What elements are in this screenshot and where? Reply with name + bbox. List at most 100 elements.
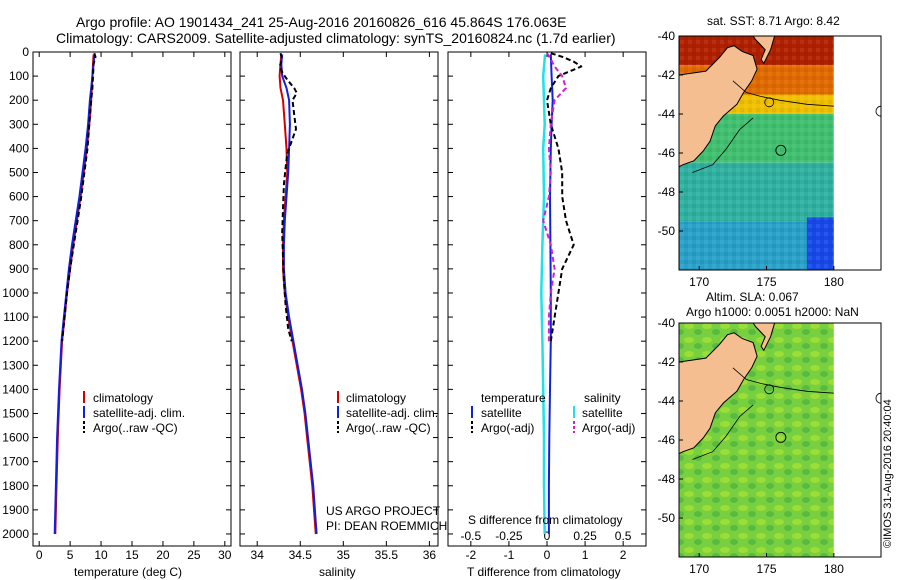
temperature-legend: climatology satellite-adj. clim. Argo(..… [83,391,185,435]
y-tick-label: 1100 [3,310,29,324]
feature-circle [764,97,775,108]
x-tick-label: 2 [620,548,627,562]
difference-panel: -2 -1 0 1 2 -0.5 -0.25 0 0.25 0.5 S difference fr… [447,51,647,579]
north-island-landmass [752,323,776,352]
legend-heading-temperature: temperature [481,391,546,405]
top-x-tick-label: -0.25 [495,529,523,543]
series-line-s-satellite [540,54,547,535]
series-line-t-argo [546,52,583,342]
map-x-tick-label: 175 [757,275,777,289]
north-island-landmass [752,36,776,65]
y-tick-label: 500 [9,165,29,179]
figure-title-line1: Argo profile: AO 1901434_241 25-Aug-2016… [76,14,566,30]
y-tick-label: 1800 [2,479,29,493]
y-tick-label: 1900 [2,503,29,517]
map-y-tick-label: -42 [658,355,676,369]
feature-circle [764,384,775,395]
map-y-tick-label: -46 [658,433,676,447]
map-x-tick-label: 180 [824,275,844,289]
map-x-tick-label: 175 [757,562,777,576]
map-y-tick-label: -40 [658,29,676,43]
salinity-plot-frame [239,51,439,547]
bathymetry-contour [692,117,754,173]
new-zealand-landmass [679,332,758,455]
sla-map-title-line1: Altim. SLA: 0.067 [706,290,799,304]
map-x-tick-label: 180 [824,562,844,576]
x-tick-label: 10 [94,548,108,562]
no-data-region [833,323,881,557]
bathymetry-contour [692,404,754,460]
series-line-argo [61,52,97,342]
y-tick-label: 1700 [2,455,29,469]
map-y-tick-label: -48 [658,185,676,199]
project-annotation: US ARGO PROJECT [326,504,441,518]
top-x-tick-label: 0.25 [573,529,597,543]
salinity-panel: 34 34.5 35 35.5 36 salinity climatology sate… [239,51,447,579]
legend-label-s-satellite: satellite [582,406,623,420]
y-tick-label: 1000 [2,286,29,300]
sst-map-title: sat. SST: 8.71 Argo: 8.42 [707,14,840,28]
series-line-s-argo [542,52,567,342]
temperature-plot-frame [32,51,232,547]
y-tick-label: 100 [9,69,29,83]
map-y-tick-label: -46 [658,146,676,160]
x-tick-label: 34.5 [289,548,313,562]
imos-credit: ©IMOS 31-Aug-2016 20:40:04 [882,399,894,548]
x-tick-label: 30 [218,548,232,562]
y-tick-label: 600 [9,190,29,204]
new-zealand-landmass [679,45,758,168]
legend-label-argo: Argo(..raw -QC) [346,421,431,435]
top-x-tick-label: -0.5 [461,529,482,543]
y-tick-label: 900 [9,262,29,276]
map-y-tick-label: -44 [658,107,676,121]
map-x-tick-label: 170 [689,562,709,576]
top-x-tick-label: 0 [544,529,551,543]
legend-heading-salinity: salinity [584,391,621,405]
bathymetry-contour [732,80,834,107]
legend-label-t-satellite: satellite [481,406,522,420]
x-tick-label: 25 [187,548,201,562]
y-tick-label: 0 [22,45,29,59]
x-tick-label: 34 [251,548,265,562]
difference-x-label: T difference from climatology [467,565,621,579]
y-tick-label: 1400 [2,382,29,396]
series-line-satellite-adj [53,54,96,535]
sla-map-panel: Altim. SLA: 0.067 Argo h1000: 0.0051 h20… [658,290,882,576]
x-tick-label: 15 [125,548,139,562]
y-tick-label: 200 [9,93,29,107]
y-tick-label: 1600 [2,431,29,445]
bathymetry-contour [732,367,834,394]
difference-plot-frame [447,51,647,547]
legend-label-satellite: satellite-adj. clim. [93,406,185,420]
salinity-legend: climatology satellite-adj. clim. Argo(..… [337,391,438,435]
argo-position-marker [775,144,787,156]
figure-title-line2: Climatology: CARS2009. Satellite-adjuste… [56,30,616,46]
map-y-tick-label: -40 [658,316,676,330]
sst-map-panel: sat. SST: 8.71 Argo: 8.42 170 175 180 -40 -4… [658,14,882,289]
x-tick-label: 0 [36,548,43,562]
x-tick-label: 0 [544,548,551,562]
legend-label-argo: Argo(..raw -QC) [93,421,178,435]
difference-legend: temperature salinity satellite Argo(-adj… [471,391,635,435]
x-tick-label: -1 [504,548,515,562]
y-tick-label: 800 [9,238,29,252]
map-y-tick-label: -50 [658,511,676,525]
sla-map-title-line2: Argo h1000: 0.0051 h2000: NaN [686,305,859,319]
x-tick-label: 35 [337,548,351,562]
map-y-tick-label: -50 [658,224,676,238]
y-tick-label: 1500 [2,406,29,420]
argo-position-marker [775,431,787,443]
legend-label-climatology: climatology [346,391,406,405]
series-line-argo [278,52,298,342]
x-tick-label: 5 [67,548,74,562]
salinity-x-label: salinity [319,565,356,579]
map-y-tick-label: -42 [658,68,676,82]
no-data-region [833,36,881,270]
difference-top-x-label: S difference from climatology [468,513,623,527]
map-y-tick-label: -48 [658,472,676,486]
legend-label-t-argo: Argo(-adj) [481,421,534,435]
y-tick-label: 400 [9,141,29,155]
x-tick-label: 20 [156,548,170,562]
temperature-panel: 0 5 10 15 20 25 300100200300400500600700800900… [2,45,232,579]
